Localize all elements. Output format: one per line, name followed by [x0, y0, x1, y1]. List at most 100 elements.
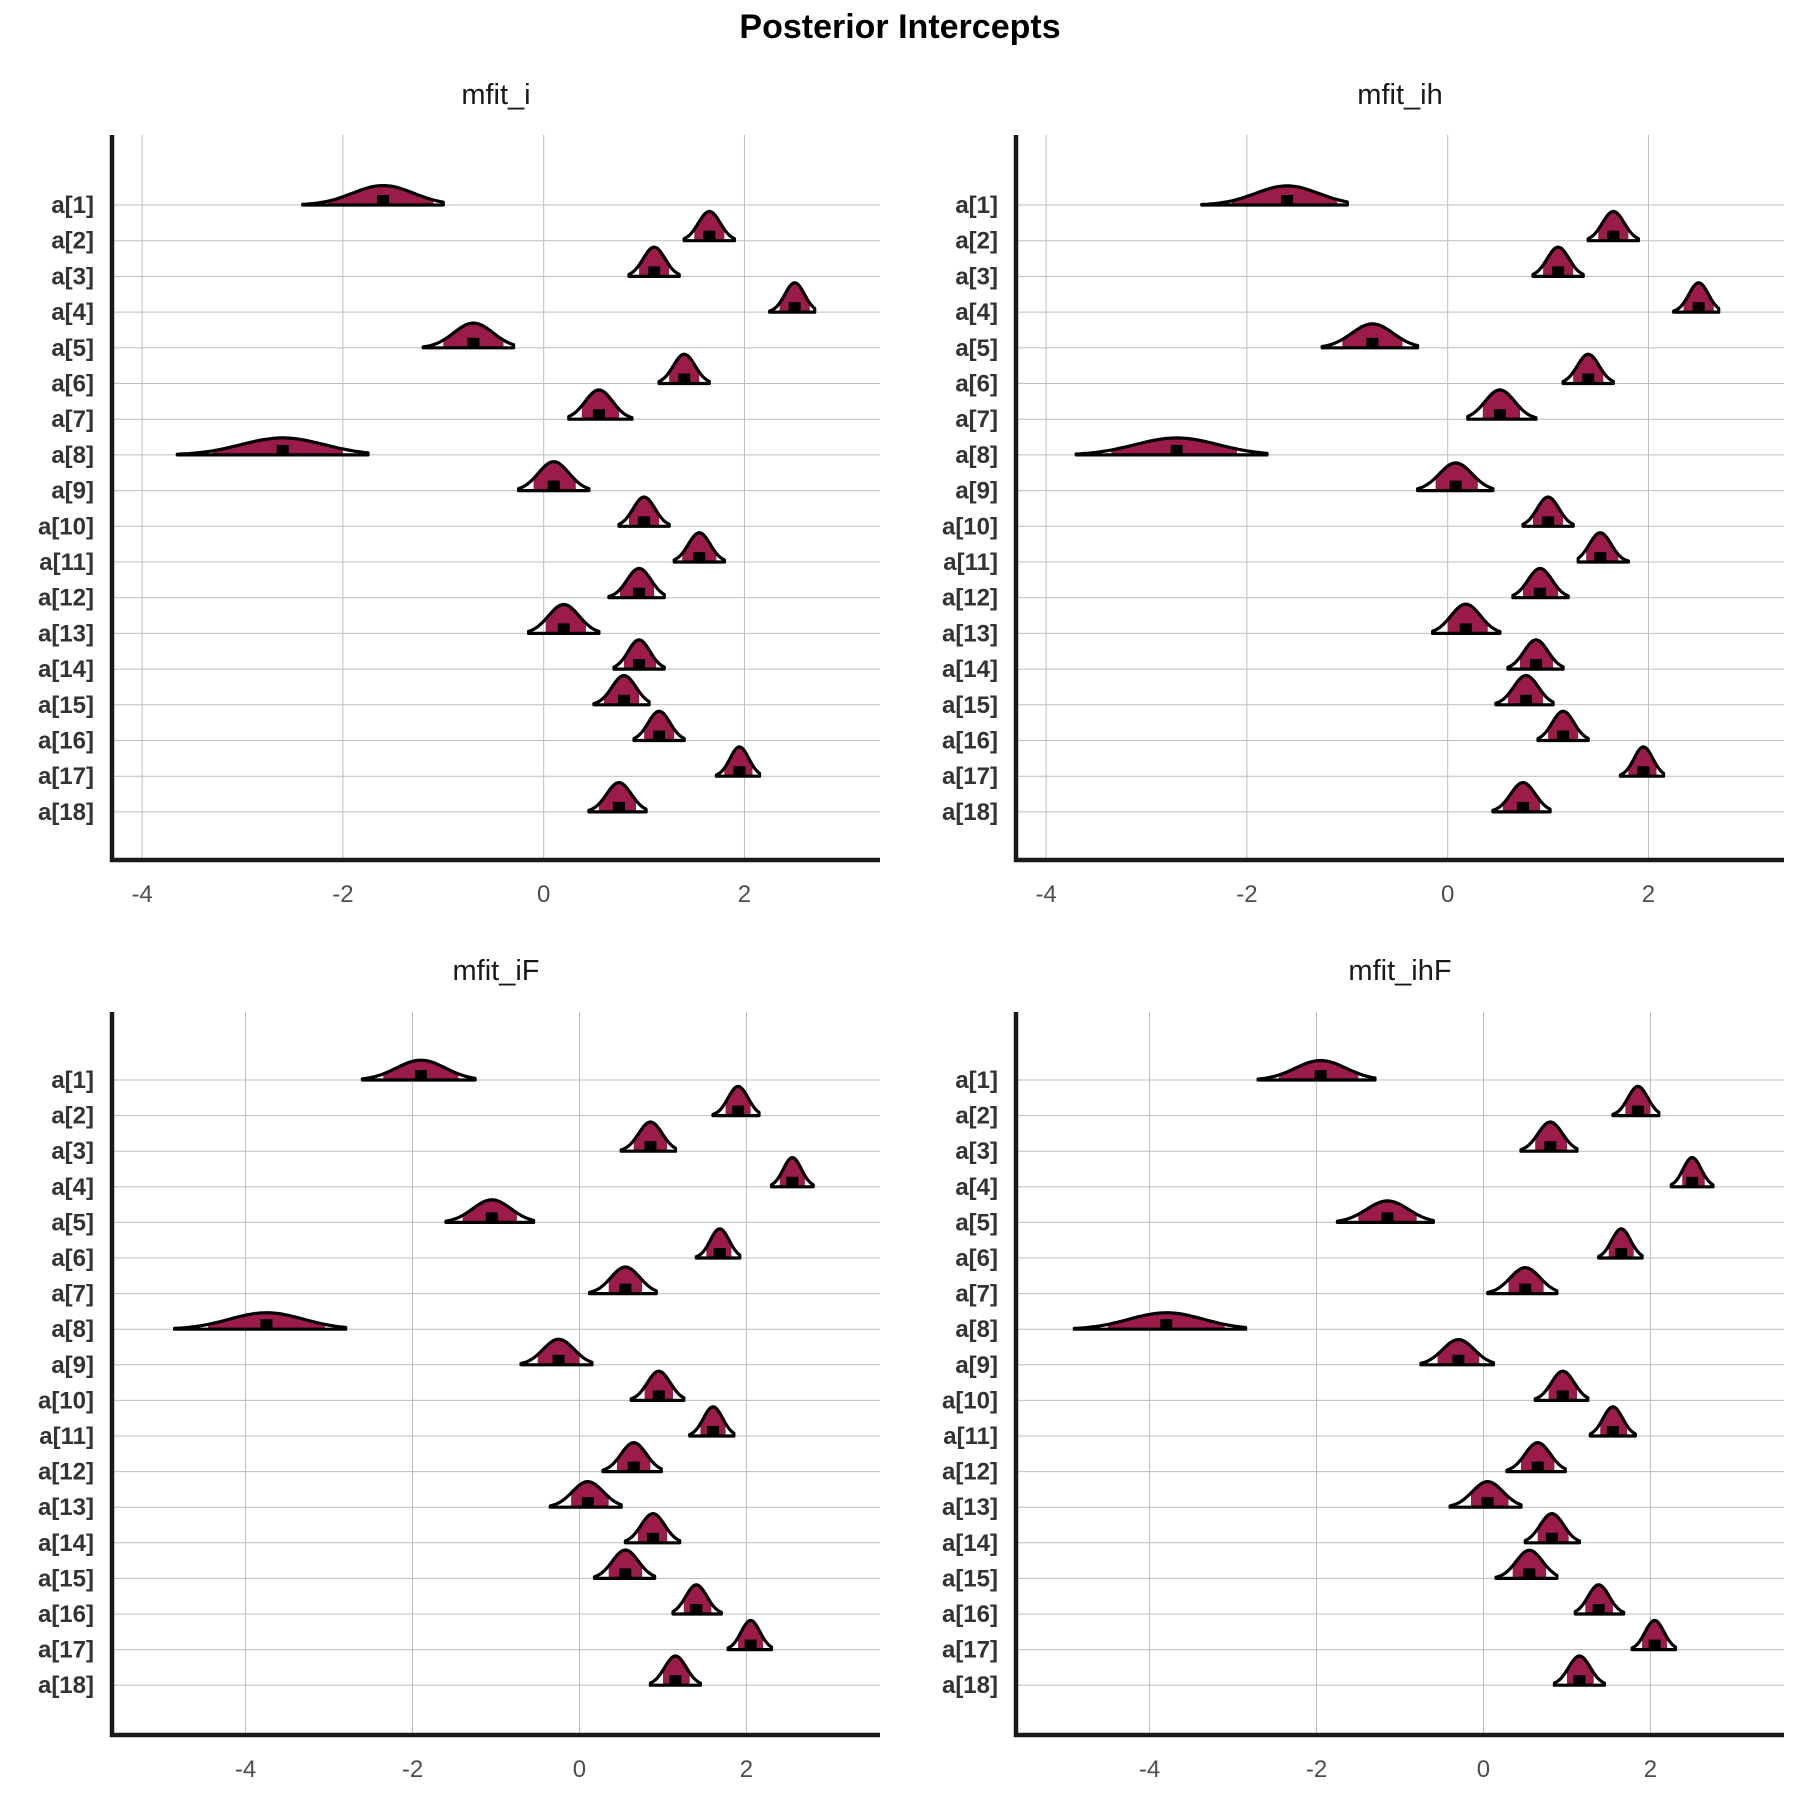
median-point	[581, 1497, 594, 1508]
density-a-17	[714, 745, 762, 778]
row-label: a[3]	[51, 263, 94, 290]
row-label: a[10]	[38, 513, 94, 540]
row-label: a[16]	[38, 1601, 94, 1628]
row-label: a[1]	[51, 1067, 94, 1094]
row-label: a[17]	[942, 763, 998, 790]
density-outline	[1576, 531, 1630, 564]
row-label: a[5]	[51, 1209, 94, 1236]
density-a-13	[1431, 602, 1502, 635]
density-a-10	[1533, 1369, 1590, 1402]
density-a-7	[567, 388, 634, 421]
row-label: a[17]	[942, 1637, 998, 1664]
row-label: a[8]	[955, 1316, 998, 1343]
panel-mfit-iF: mfit_iF a[1] a[2] a[3] a[4] a[5] a[6] a[7] a[8] a…	[38, 955, 880, 1783]
density-a-18	[587, 781, 648, 814]
density-a-13	[548, 1480, 623, 1509]
median-point	[1519, 1283, 1532, 1294]
density-outline	[527, 602, 601, 635]
density-outline	[1320, 322, 1420, 350]
density-outline	[1494, 1548, 1559, 1580]
density-outline	[301, 184, 445, 207]
median-point	[1314, 1070, 1327, 1080]
density-outline	[1200, 184, 1349, 207]
median-point	[1582, 373, 1595, 384]
density-a-17	[726, 1618, 774, 1652]
density-a-3	[1519, 1120, 1579, 1153]
row-label: a[11]	[39, 1423, 94, 1450]
density-a-17	[1618, 745, 1666, 778]
density-outline	[619, 1120, 678, 1153]
row-label: a[3]	[955, 263, 998, 290]
density-a-4	[769, 1156, 815, 1189]
row-label: a[5]	[51, 335, 94, 362]
density-outline	[682, 209, 736, 243]
row-label: a[13]	[942, 620, 998, 647]
density-a-15	[1494, 1548, 1559, 1580]
row-label: a[7]	[51, 406, 94, 433]
density-a-18	[1491, 781, 1552, 814]
density-outline	[587, 1265, 658, 1296]
density-outline	[627, 245, 681, 278]
density-outline	[173, 1311, 348, 1331]
density-outline	[1419, 1338, 1496, 1367]
median-point	[713, 1248, 726, 1258]
median-point	[547, 480, 560, 491]
median-point	[1557, 730, 1570, 741]
median-point	[1552, 266, 1565, 277]
density-a-3	[1531, 245, 1585, 278]
row-label: a[13]	[942, 1494, 998, 1521]
median-point	[653, 730, 666, 741]
density-outline	[360, 1058, 477, 1082]
median-point	[557, 623, 570, 634]
density-a-12	[1505, 1441, 1567, 1474]
median-point	[1519, 694, 1532, 705]
density-outline	[1072, 1311, 1248, 1331]
density-outline	[1672, 281, 1721, 314]
density-a-11	[1588, 1405, 1637, 1438]
row-label: a[16]	[942, 1601, 998, 1628]
median-point	[627, 1461, 640, 1472]
density-a-9	[1416, 461, 1495, 493]
density-a-8	[173, 1311, 348, 1331]
density-outline	[1630, 1618, 1678, 1652]
density-outline	[1573, 1583, 1626, 1616]
density-outline	[1511, 566, 1570, 600]
median-point	[1692, 302, 1705, 313]
median-point	[1594, 552, 1607, 562]
density-outline	[592, 1548, 657, 1580]
row-label: a[4]	[955, 1174, 998, 1201]
density-outline	[1597, 1227, 1644, 1260]
density-a-1	[360, 1058, 477, 1082]
median-point	[1686, 1176, 1699, 1187]
density-outline	[601, 1441, 663, 1474]
density-interval	[620, 568, 655, 598]
median-point	[1534, 587, 1547, 598]
density-outline	[1531, 245, 1585, 278]
median-point	[1516, 801, 1529, 812]
density-a-13	[1448, 1480, 1523, 1509]
row-label: a[6]	[51, 371, 94, 398]
density-outline	[1491, 781, 1552, 814]
panel-title: mfit_ih	[1357, 79, 1442, 111]
density-a-14	[623, 1512, 682, 1545]
density-outline	[694, 1227, 742, 1260]
row-label: a[9]	[51, 1352, 94, 1379]
density-outline	[1536, 709, 1590, 743]
row-label: a[15]	[38, 1565, 94, 1592]
density-outline	[1416, 461, 1495, 493]
density-outline	[672, 531, 726, 564]
x-tick-label: -2	[1236, 881, 1257, 908]
density-outline	[1505, 1441, 1567, 1474]
density-outline	[714, 745, 762, 778]
median-point	[669, 1675, 682, 1686]
density-a-1	[1200, 184, 1349, 207]
row-label: a[13]	[38, 620, 94, 647]
density-interval	[682, 532, 717, 562]
density-outline	[1431, 602, 1502, 635]
density-outline	[1588, 1405, 1637, 1438]
density-a-8	[1072, 1311, 1248, 1331]
density-a-11	[672, 531, 726, 564]
median-point	[693, 552, 706, 562]
median-point	[552, 1354, 565, 1365]
x-tick-label: 0	[1441, 881, 1454, 908]
